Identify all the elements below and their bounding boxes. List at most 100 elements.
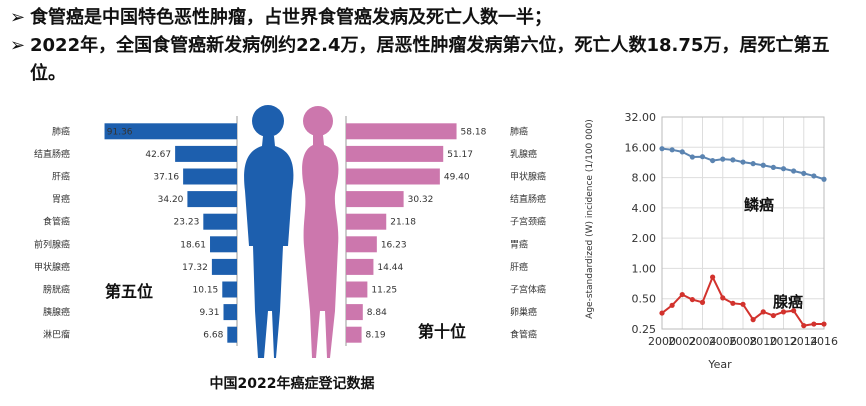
data-point [659,310,665,316]
male-value-label: 37.16 [153,173,179,183]
data-point [811,321,817,327]
female-category-label: 子宫颈癌 [510,216,546,228]
female-value-label: 51.17 [447,150,473,160]
male-silhouette [244,105,294,358]
female-value-label: 8.19 [366,331,386,341]
female-category-label: 胃癌 [510,238,528,250]
y-tick-label: 1.00 [632,262,657,275]
data-point [821,176,827,182]
y-tick-label: 0.25 [632,323,657,336]
male-value-label: 91.36 [107,127,133,137]
female-value-label: 14.44 [377,263,403,273]
male-bar [227,326,237,343]
data-point [689,296,695,303]
x-tick-label: 2012 [770,335,798,348]
x-tick-label: 2002 [668,335,696,348]
female-bar [346,258,374,275]
bullet-text: 食管癌是中国特色恶性肿瘤，占世界食管癌发病及死亡人数一半； [30,7,552,28]
data-point [699,154,706,160]
male-category-label: 肝癌 [52,171,70,183]
male-category-label: 淋巴瘤 [43,329,70,341]
bullet-text: 2022年，全国食管癌新发病例约22.4万，居恶性肿瘤发病第六位，死亡人数18.… [30,35,830,84]
male-value-label: 9.31 [199,308,219,318]
arrow-bullet-icon: ➢ [10,7,26,28]
female-bar [346,145,444,162]
female-bar [346,326,362,343]
data-point [811,173,817,179]
plot-frame [661,116,825,330]
data-point [770,164,776,170]
data-point [750,317,756,323]
female-value-label: 8.84 [367,308,387,318]
data-point [770,312,776,319]
female-category-label: 卵巢癌 [510,306,537,318]
y-axis-label: Age-standardized (W) incidence (1/100 00… [585,119,595,319]
data-point [780,309,787,315]
male-bar [203,213,237,230]
rank-annotation-male: 第五位 [105,282,153,301]
arrow-bullet-icon: ➢ [10,35,26,56]
rank-annotation-female: 第十位 [418,322,466,341]
female-value-label: 30.32 [408,195,434,205]
male-category-label: 胃癌 [52,193,70,205]
male-bar [223,304,237,321]
x-tick-label: 2006 [709,335,737,348]
data-point [679,149,685,155]
y-tick-label: 8.00 [632,172,657,185]
male-bar [222,281,237,298]
cancer-registry-chart: 91.36 肺癌 42.67 结直肠癌 37.16 肝癌 34.20 胃癌 23.23 食管癌 18… [34,105,546,392]
series-label-adeno: 腺癌 [773,293,803,311]
male-value-label: 10.15 [193,286,219,296]
data-point [760,309,766,315]
male-bar [104,123,237,140]
x-tick-label: 2004 [689,335,717,348]
bullet-item: ➢ 2022年，全国食管癌新发病例约22.4万，居恶性肿瘤发病第六位，死亡人数1… [10,32,860,88]
data-point [669,147,675,153]
data-point [679,291,685,298]
male-bar [187,191,237,208]
male-value-label: 17.32 [182,263,208,273]
y-tick-label: 16.00 [625,141,657,154]
male-category-label: 肺癌 [52,125,70,137]
x-tick-label: 2000 [648,335,676,348]
female-bar [346,168,440,185]
data-point [801,170,807,177]
male-value-label: 6.68 [203,331,223,341]
male-bar [211,258,237,275]
data-point [780,166,787,172]
male-value-label: 42.67 [145,150,171,160]
female-bar [346,281,368,298]
female-value-label: 49.40 [444,173,470,183]
y-tick-label: 32.00 [625,111,657,124]
male-category-label: 食管癌 [43,216,70,228]
data-point [740,159,746,165]
female-category-label: 肺癌 [510,125,528,137]
male-category-label: 膀胱癌 [43,284,70,296]
y-tick-label: 4.00 [632,202,657,215]
data-point [710,157,716,164]
data-point [720,156,726,162]
x-tick-label: 2014 [790,335,818,348]
male-category-label: 结直肠癌 [34,148,70,160]
female-value-label: 11.25 [371,286,397,296]
female-value-label: 16.23 [381,240,407,250]
data-point [730,300,736,306]
male-value-label: 34.20 [158,195,184,205]
female-bar [346,236,377,253]
y-tick-label: 0.50 [632,293,657,306]
bullet-item: ➢ 食管癌是中国特色恶性肿瘤，占世界食管癌发病及死亡人数一半； [10,4,860,32]
data-point [821,321,827,327]
incidence-trend-chart: 0.250.501.002.004.008.0016.0032.00200020… [585,111,838,371]
female-silhouette [302,106,339,358]
data-point [791,308,797,314]
data-point [750,161,756,167]
x-axis-label: Year [707,358,732,371]
x-tick-label: 2016 [810,335,838,348]
male-category-label: 前列腺癌 [34,238,70,250]
male-category-label: 甲状腺癌 [34,261,70,273]
data-point [689,154,695,160]
male-category-label: 胰腺癌 [43,306,70,318]
female-bar [346,304,363,321]
female-category-label: 甲状腺癌 [510,171,546,183]
male-value-label: 23.23 [174,218,200,228]
